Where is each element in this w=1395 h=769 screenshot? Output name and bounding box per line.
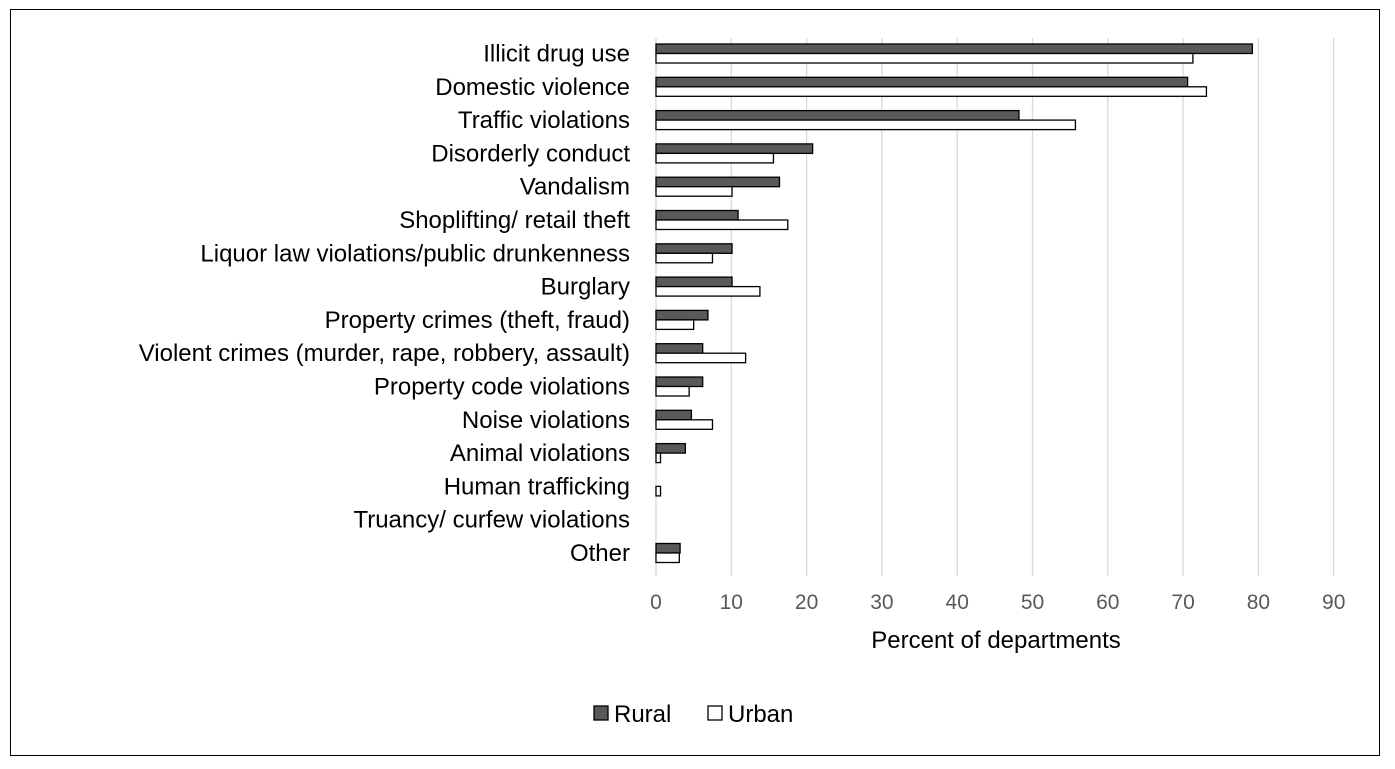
- x-tick-label: 30: [870, 591, 893, 614]
- x-axis-title: Percent of departments: [871, 627, 1120, 654]
- x-tick-label: 60: [1096, 591, 1119, 614]
- bar-urban: [655, 52, 1194, 64]
- x-tick-labels: 0 10 20 30 40 50 60 70 80 90: [650, 591, 1345, 614]
- bar-urban: [655, 285, 761, 297]
- category-label: Traffic violations: [458, 107, 630, 134]
- bar-urban: [655, 252, 714, 264]
- bar-rural: [655, 76, 1189, 88]
- x-tick-label: 50: [1021, 591, 1044, 614]
- bar-rural: [655, 276, 733, 288]
- category-label: Burglary: [541, 274, 630, 301]
- category-label: Human trafficking: [444, 473, 630, 500]
- bar-urban: [655, 385, 690, 397]
- legend-label-rural: Rural: [614, 701, 671, 728]
- x-tick-label: 0: [650, 591, 662, 614]
- category-label: Noise violations: [462, 407, 630, 434]
- bar-urban: [655, 186, 733, 197]
- legend-swatch-urban: [707, 705, 723, 721]
- bar-rural: [655, 43, 1254, 55]
- x-tick-label: 40: [946, 591, 969, 614]
- bar-urban: [655, 219, 789, 231]
- bar-urban: [655, 152, 775, 164]
- x-tick-label: 20: [795, 591, 818, 614]
- bar-rural: [655, 309, 709, 321]
- category-label: Property crimes (theft, fraud): [325, 307, 630, 334]
- x-tick-label: 80: [1247, 591, 1270, 614]
- category-label: Shoplifting/ retail theft: [399, 207, 630, 234]
- bar-urban: [655, 419, 714, 430]
- category-label: Animal violations: [450, 440, 630, 467]
- legend: Rural Urban: [593, 701, 793, 728]
- bar-rural: [655, 109, 1020, 121]
- bar-urban: [655, 119, 1077, 131]
- category-labels: Illicit drug use Domestic violence Traffic…: [139, 41, 631, 568]
- bar-urban: [655, 452, 662, 464]
- category-label: Disorderly conduct: [431, 140, 630, 167]
- bar-urban: [655, 552, 680, 564]
- category-label: Property code violations: [374, 374, 630, 401]
- bar-urban: [655, 86, 1208, 97]
- bar-urban: [655, 352, 747, 364]
- legend-label-urban: Urban: [728, 701, 793, 728]
- chart-frame: [10, 9, 1380, 756]
- x-tick-label: 70: [1171, 591, 1194, 614]
- bar-rural: [655, 143, 814, 155]
- x-tick-label: 10: [720, 591, 743, 614]
- bar-urban: [655, 319, 695, 331]
- category-label: Domestic violence: [435, 74, 630, 101]
- category-label: Other: [570, 540, 630, 567]
- category-label: Illicit drug use: [483, 41, 630, 68]
- bar-rural: [655, 209, 739, 221]
- bar-rural: [655, 409, 693, 421]
- bar-rural: [655, 243, 733, 254]
- bar-rural: [655, 176, 781, 188]
- bar-urban: [655, 485, 662, 497]
- bar-rural: [655, 542, 681, 554]
- bar-rural: [655, 376, 704, 388]
- category-label: Violent crimes (murder, rape, robbery, a…: [139, 340, 630, 367]
- category-label: Vandalism: [520, 174, 630, 201]
- category-label: Liquor law violations/public drunkenness: [200, 240, 630, 267]
- bar-rural: [655, 442, 687, 454]
- legend-swatch-rural: [593, 705, 609, 721]
- bars: [655, 43, 1254, 564]
- x-tick-label: 90: [1322, 591, 1345, 614]
- bar-rural: [655, 343, 704, 354]
- category-label: Truancy/ curfew violations: [353, 507, 630, 534]
